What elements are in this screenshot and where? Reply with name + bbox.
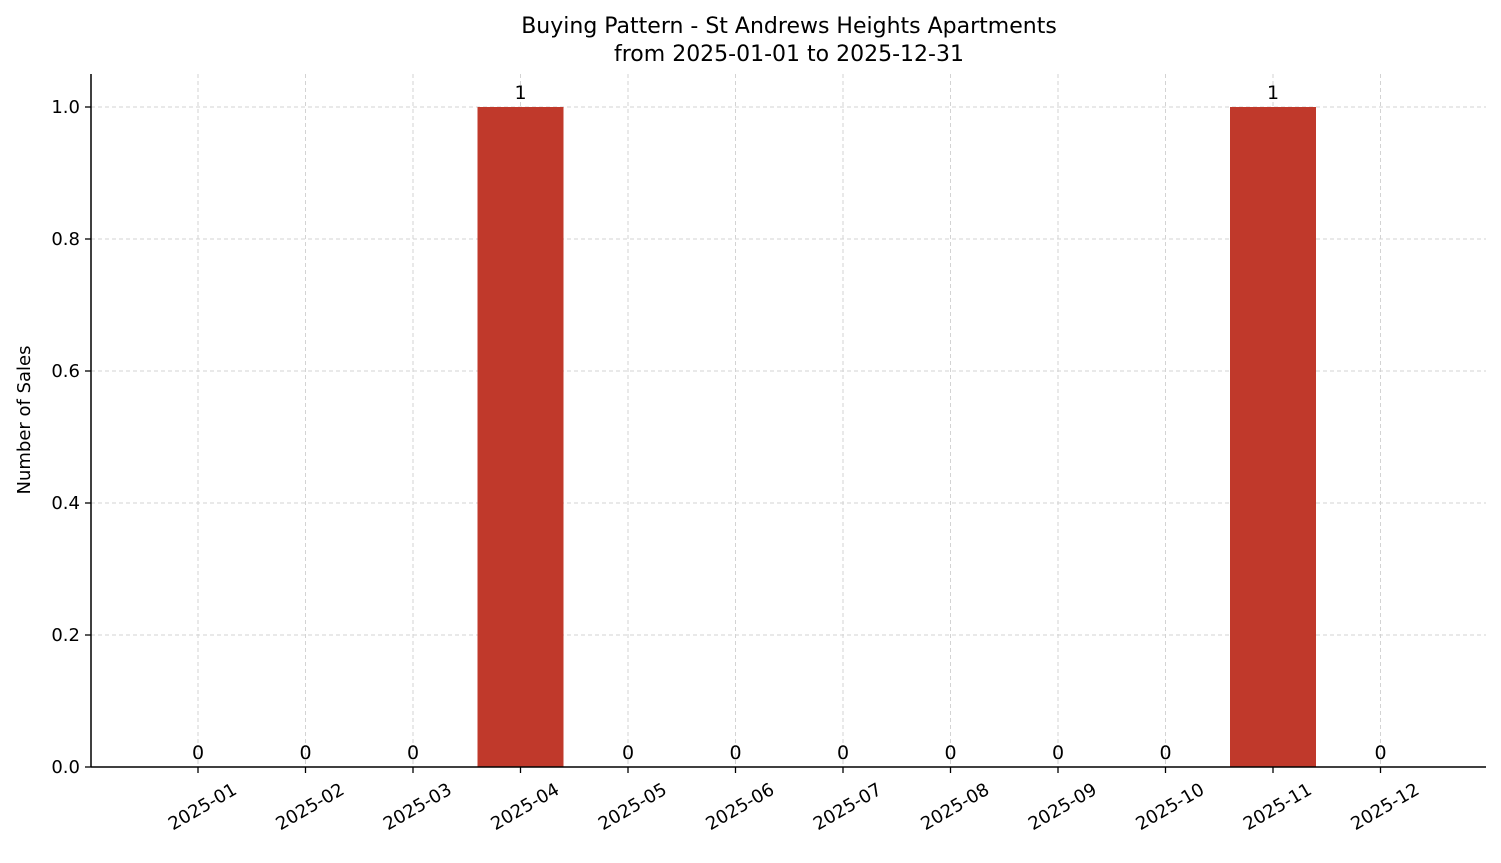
x-tick-label-2025-01: 2025-01 — [165, 779, 241, 835]
x-tick-label-2025-10: 2025-10 — [1132, 779, 1208, 835]
data-label-2025-11: 1 — [1267, 82, 1279, 104]
x-tick-label-2025-09: 2025-09 — [1025, 779, 1101, 835]
bars — [477, 107, 1316, 767]
data-label-2025-02: 0 — [299, 742, 311, 764]
y-tick-label-4: 0.8 — [51, 229, 80, 250]
bar-2025-11 — [1230, 107, 1316, 767]
y-tick-label-0: 0.0 — [51, 757, 80, 778]
y-axis-label: Number of Sales — [14, 345, 35, 494]
data-labels: 0 0 0 1 0 0 0 0 0 0 1 0 — [192, 82, 1387, 764]
bar-2025-04 — [477, 107, 564, 767]
x-tick-label-2025-05: 2025-05 — [595, 779, 671, 835]
x-tick-label-2025-08: 2025-08 — [917, 779, 993, 835]
data-label-2025-10: 0 — [1159, 742, 1171, 764]
data-label-2025-01: 0 — [192, 742, 204, 764]
data-label-2025-09: 0 — [1052, 742, 1064, 764]
y-tick-label-1: 0.2 — [51, 625, 80, 646]
data-label-2025-07: 0 — [837, 742, 849, 764]
data-label-2025-04: 1 — [514, 82, 526, 104]
x-tick-label-2025-02: 2025-02 — [272, 779, 348, 835]
y-tick-label-2: 0.4 — [51, 493, 80, 514]
data-label-2025-03: 0 — [407, 742, 419, 764]
y-tick-label-5: 1.0 — [51, 97, 80, 118]
x-tick-label-2025-04: 2025-04 — [487, 779, 563, 835]
data-label-2025-08: 0 — [944, 742, 956, 764]
x-tick-label-2025-07: 2025-07 — [810, 779, 886, 835]
chart-title-line-1: Buying Pattern - St Andrews Heights Apar… — [521, 14, 1057, 39]
x-tick-label-2025-03: 2025-03 — [380, 779, 456, 835]
data-label-2025-05: 0 — [622, 742, 634, 764]
chart-title-line-2: from 2025-01-01 to 2025-12-31 — [614, 42, 964, 67]
x-tick-label-2025-12: 2025-12 — [1347, 779, 1423, 835]
x-tick-label-2025-11: 2025-11 — [1240, 779, 1316, 835]
x-tick-label-2025-06: 2025-06 — [702, 779, 778, 835]
data-label-2025-12: 0 — [1374, 742, 1386, 764]
data-label-2025-06: 0 — [729, 742, 741, 764]
y-tick-label-3: 0.6 — [51, 361, 80, 382]
